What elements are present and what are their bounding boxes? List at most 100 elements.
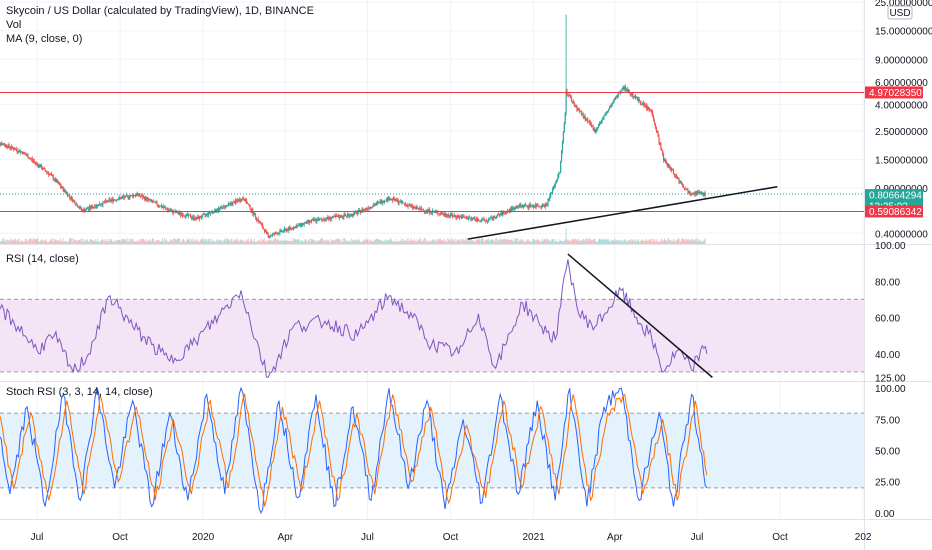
volume-bar xyxy=(439,238,441,244)
candle-body xyxy=(300,223,302,226)
volume-bar xyxy=(602,240,604,244)
volume-bar xyxy=(556,241,558,244)
candle-body xyxy=(59,184,62,187)
volume-bar xyxy=(527,238,529,244)
volume-bar xyxy=(189,241,191,244)
volume-bar xyxy=(337,238,339,244)
rsi-legend[interactable]: RSI (14, close) xyxy=(6,253,79,265)
volume-bar xyxy=(154,240,156,244)
candle-body xyxy=(66,193,68,194)
candle-body xyxy=(191,217,193,219)
candle-body xyxy=(515,207,518,209)
candle-body xyxy=(184,216,186,218)
rsi-trendline[interactable] xyxy=(567,253,713,378)
volume-legend[interactable]: Vol xyxy=(6,19,21,31)
candle-body xyxy=(207,213,209,216)
volume-bar xyxy=(608,239,610,244)
volume-bar xyxy=(164,240,166,244)
price-axis[interactable]: 25.0000000015.000000009.000000006.000000… xyxy=(865,0,932,240)
candle-body xyxy=(639,101,641,103)
volume-bar xyxy=(643,240,645,244)
candle-body xyxy=(346,214,349,217)
candle-body xyxy=(47,172,49,174)
candle-body xyxy=(237,200,239,202)
candle-body xyxy=(201,214,203,218)
stoch-rsi-pane[interactable] xyxy=(0,386,864,514)
volume-bar xyxy=(250,238,252,244)
volume-bar xyxy=(453,239,455,244)
candle-body xyxy=(496,214,499,216)
volume-bar xyxy=(639,241,641,244)
candle-body xyxy=(643,102,645,105)
volume-bar xyxy=(191,240,193,244)
volume-bar xyxy=(254,238,256,244)
candle-body xyxy=(663,159,666,161)
volume-bar xyxy=(415,241,417,244)
volume-bar xyxy=(487,238,489,244)
candle-body xyxy=(92,207,94,209)
candle-body xyxy=(538,206,540,207)
price-tick-label: 15.00000000 xyxy=(875,27,932,38)
price-tag xyxy=(865,205,923,218)
volume-bar xyxy=(80,240,82,244)
candle-body xyxy=(662,150,664,155)
volume-bar xyxy=(356,240,358,244)
volume-bar xyxy=(460,238,462,244)
candle-body xyxy=(540,206,542,207)
candle-body xyxy=(555,182,557,184)
candle-body xyxy=(615,96,617,100)
candle-body xyxy=(65,191,67,194)
candle-body xyxy=(13,149,16,151)
candle-body xyxy=(408,205,410,207)
candle-body xyxy=(405,204,407,206)
volume-bar xyxy=(3,241,5,244)
volume-bar xyxy=(360,241,362,244)
time-tick-label: 2021 xyxy=(522,532,545,543)
volume-bar xyxy=(355,239,357,244)
volume-bar xyxy=(558,241,560,244)
candle-body xyxy=(109,199,111,201)
volume-bar xyxy=(211,241,213,244)
candle-body xyxy=(486,220,489,222)
volume-bar xyxy=(478,238,480,244)
candle-body xyxy=(198,216,200,219)
chart-title: Skycoin / US Dollar (calculated by Tradi… xyxy=(6,5,314,17)
volume-bar xyxy=(329,241,331,244)
candle-body xyxy=(654,124,657,128)
volume-bar xyxy=(42,240,44,244)
candle-body xyxy=(539,206,541,207)
candle-body xyxy=(392,198,394,201)
candle-body xyxy=(265,230,267,232)
price-trendline[interactable] xyxy=(467,185,778,240)
volume-bar xyxy=(381,240,383,244)
volume-bar xyxy=(703,239,705,244)
price-pane[interactable] xyxy=(0,14,864,244)
candle-body xyxy=(95,206,97,208)
volume-bar xyxy=(219,239,221,244)
candle-body xyxy=(560,161,562,173)
rsi-pane[interactable] xyxy=(0,253,864,378)
price-tick-label: 0.40000000 xyxy=(875,229,928,240)
stoch-rsi-legend[interactable]: Stoch RSI (3, 3, 14, 14, close) xyxy=(6,386,153,398)
volume-bar xyxy=(96,241,98,244)
candle-body xyxy=(346,215,348,217)
volume-bar xyxy=(357,240,359,244)
currency-badge[interactable] xyxy=(887,5,913,20)
volume-bar xyxy=(41,239,43,244)
time-axis[interactable]: Jul Oct 2020 Apr Jul Oct 2021 Apr Jul Oct 202 xyxy=(31,532,872,543)
candle-body xyxy=(650,110,652,112)
candle-body xyxy=(304,221,306,224)
candle-body xyxy=(364,209,366,211)
volume-bar xyxy=(264,241,266,244)
ma-legend[interactable]: MA (9, close, 0) xyxy=(6,33,82,45)
volume-bar xyxy=(129,241,131,244)
candle-body xyxy=(401,200,403,203)
volume-bar xyxy=(546,238,548,244)
candle-body xyxy=(199,216,202,218)
candle-body xyxy=(612,102,614,104)
candle-body xyxy=(528,206,530,208)
volume-bar xyxy=(33,238,35,244)
